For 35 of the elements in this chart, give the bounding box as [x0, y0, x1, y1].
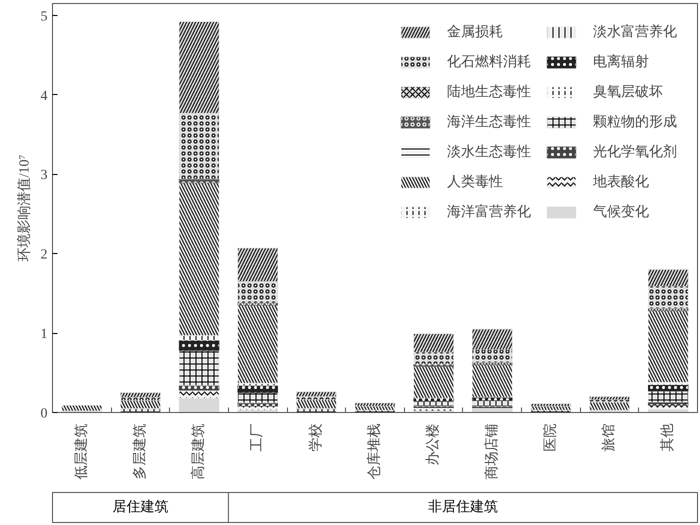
- x-tick-label: 高层建筑: [190, 424, 207, 480]
- legend-label: 金属损耗: [447, 24, 503, 41]
- x-tick-label: 低层建筑: [73, 424, 90, 480]
- legend-label: 淡水富营养化: [593, 23, 677, 41]
- legend-label: 电离辐射: [593, 53, 649, 71]
- legend-label: 淡水生态毒性: [447, 143, 531, 161]
- text: 非居住建筑: [428, 499, 498, 515]
- legend-label: 地表酸化: [593, 174, 649, 191]
- legend-label: 人类毒性: [447, 174, 503, 191]
- y-tick-label: 2: [40, 248, 48, 263]
- x-tick-label: 商场店铺: [484, 424, 500, 480]
- x-tick-label: 办公楼: [425, 424, 442, 466]
- x-tick-label: 医院: [542, 424, 558, 452]
- legend-label: 海洋富营养化: [447, 203, 531, 221]
- x-tick-label: 学校: [308, 424, 324, 452]
- legend-label: 臭氧层破坏: [593, 84, 663, 101]
- x-tick-label: 其他: [660, 424, 676, 452]
- x-tick-label: 仓库堆栈: [366, 424, 382, 480]
- text: 居住建筑: [112, 499, 168, 515]
- x-tick-label: 多层建筑: [132, 424, 148, 480]
- y-tick-label: 3: [40, 168, 48, 184]
- y-tick-label: 5: [40, 9, 48, 24]
- legend-label: 光化学氧化剂: [593, 143, 677, 161]
- legend-label: 陆地生态毒性: [447, 83, 531, 101]
- legend-label: 气候变化: [593, 203, 649, 221]
- x-tick-label: 旅馆: [601, 424, 618, 452]
- bar: [178, 398, 220, 412]
- legend-label: 海洋生态毒性: [447, 113, 531, 131]
- y-tick-label: 0: [40, 406, 48, 422]
- legend-label: 化石燃料消耗: [447, 54, 531, 71]
- x-tick-label: 工厂: [250, 424, 266, 452]
- y-tick-label: 1: [40, 327, 48, 342]
- y-axis-title: 环境影响潜值/10⁷: [16, 154, 32, 262]
- legend-label: 颗粒物的形成: [593, 114, 677, 131]
- y-tick-label: 4: [40, 88, 48, 104]
